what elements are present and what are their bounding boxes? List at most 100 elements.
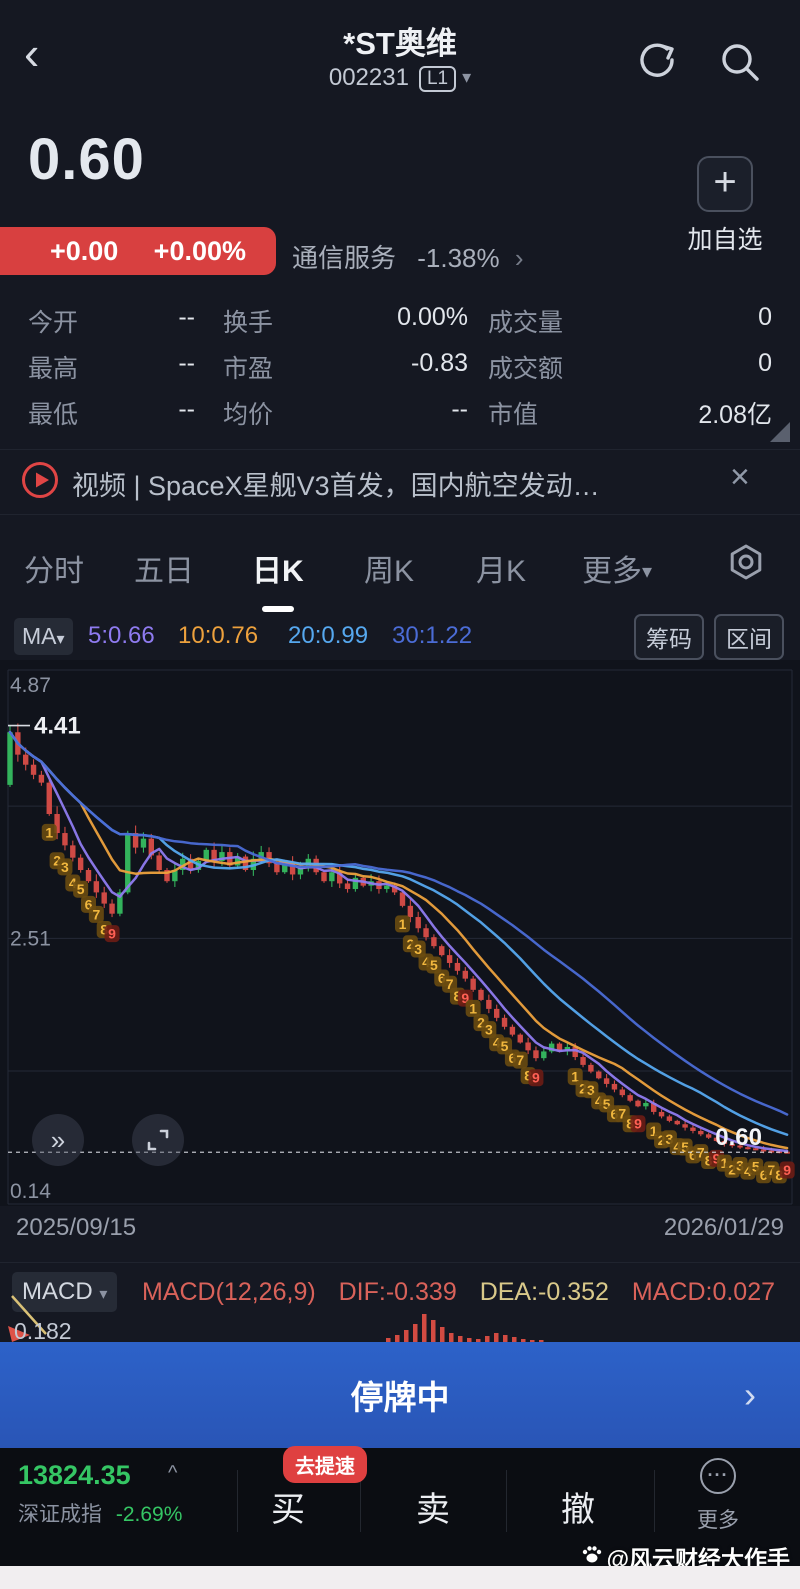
tab-monthly-k[interactable]: 月K [476,555,527,588]
fullscreen-button[interactable] [132,1114,184,1166]
svg-text:4: 4 [595,1093,603,1109]
svg-text:4: 4 [493,1035,501,1051]
tab-daily-k[interactable]: 日K [252,555,304,588]
svg-text:3: 3 [666,1131,674,1147]
stock-code-row[interactable]: 002231 L1 ▾ [0,64,800,92]
more-button-label[interactable]: 更多 [697,1509,739,1532]
bottom-strip [0,1566,800,1589]
svg-text:7: 7 [618,1106,626,1122]
suspended-banner[interactable]: 停牌中 [0,1342,800,1448]
buy-button[interactable]: 买 [271,1491,305,1529]
index-row[interactable]: 深证成指 -2.69% [18,1498,182,1528]
industry-link[interactable]: 通信服务 -1.38% › [292,238,524,275]
fast-forward-button[interactable]: » [32,1114,84,1166]
page-title: *ST奥维 [343,26,457,61]
speed-up-badge[interactable]: 去提速 [283,1446,367,1483]
refresh-icon[interactable] [634,38,682,86]
svg-text:8: 8 [100,922,108,938]
chevron-right-icon: › [744,1374,756,1415]
price-change-pct: +0.00% [153,235,246,266]
macd-section [0,1262,800,1343]
macd-dif: DIF:-0.339 [338,1278,457,1306]
index-value[interactable]: 13824.35 [18,1460,131,1490]
svg-text:9: 9 [108,926,116,942]
chart-start-date: 2025/09/15 [16,1214,137,1241]
price-change: +0.00 [50,235,119,266]
macd-formula: MACD(12,26,9) [142,1278,316,1306]
more-dots-icon[interactable]: ··· [700,1458,736,1494]
news-ticker[interactable]: 视频 | SpaceX星舰V3首发，国内航空发动… [72,471,600,501]
svg-text:8: 8 [626,1116,634,1132]
macd-histogram [0,1290,800,1347]
trade-bar [0,1448,800,1566]
tab-weekly-k[interactable]: 周K [364,555,415,588]
svg-text:9: 9 [532,1070,540,1086]
ma-selector[interactable]: MA▾ [14,618,73,655]
index-change: -2.69% [115,1503,183,1526]
divider [506,1470,507,1532]
svg-text:9: 9 [634,1116,642,1132]
svg-text:4: 4 [673,1139,681,1155]
svg-text:2: 2 [53,853,61,869]
stat-cell: 成交额 0 [488,349,772,383]
tab-5day[interactable]: 五日 [134,555,194,588]
svg-text:8: 8 [775,1167,783,1183]
search-icon[interactable] [716,38,764,86]
svg-text:4.87: 4.87 [10,674,51,697]
svg-text:7: 7 [92,906,100,922]
svg-text:2: 2 [579,1081,587,1097]
svg-text:3: 3 [61,859,69,875]
svg-text:7: 7 [697,1145,705,1161]
svg-text:0.60: 0.60 [715,1124,762,1151]
svg-text:1: 1 [469,1000,477,1016]
svg-text:6: 6 [85,896,93,912]
svg-text:3: 3 [736,1157,744,1173]
svg-text:9: 9 [783,1162,791,1178]
chevron-down-icon: ▾ [642,561,653,583]
stat-cell: 今开 -- [28,303,195,337]
svg-text:5: 5 [501,1038,509,1054]
svg-text:4: 4 [422,954,430,970]
svg-text:1: 1 [45,824,53,840]
back-button[interactable]: ‹ [24,27,40,79]
macd-selector[interactable]: MACD ▾ [12,1272,118,1312]
svg-text:6: 6 [509,1050,517,1066]
cancel-order-button[interactable]: 撤 [561,1491,595,1529]
chart-settings-icon[interactable] [726,542,766,582]
ma20-value: 20:0.99 [288,622,369,649]
svg-text:3: 3 [414,941,422,957]
chevron-right-icon: › [514,243,524,273]
svg-text:2: 2 [406,936,414,952]
macd-scale-label: 0.182 [14,1318,72,1344]
range-button[interactable]: 区间 [714,614,784,660]
svg-text:2.51: 2.51 [10,927,51,950]
add-watchlist-button[interactable]: + [697,156,753,212]
paw-icon [581,1543,603,1571]
svg-text:8: 8 [705,1153,713,1169]
sell-button[interactable]: 卖 [416,1491,450,1529]
svg-text:1: 1 [571,1069,579,1085]
svg-text:5: 5 [430,957,438,973]
tab-more[interactable]: 更多▾ [582,555,653,588]
expand-stats-handle[interactable] [770,422,790,442]
stat-cell: 均价 -- [223,395,468,429]
industry-change: -1.38% [417,243,500,273]
video-play-icon[interactable] [20,460,60,500]
caret-up-icon: ^ [168,1462,178,1484]
svg-text:6: 6 [760,1167,768,1183]
add-watchlist-label[interactable]: 加自选 [687,226,763,254]
industry-name: 通信服务 [292,243,397,273]
ma30-value: 30:1.22 [392,622,473,649]
svg-text:4.41: 4.41 [34,713,81,740]
macd-dea: DEA:-0.352 [479,1278,609,1306]
svg-text:1: 1 [720,1155,728,1171]
chips-distribution-button[interactable]: 筹码 [634,614,704,660]
svg-text:7: 7 [768,1162,776,1178]
stock-code: 002231 [328,64,409,91]
tab-timeline[interactable]: 分时 [24,555,84,588]
svg-text:5: 5 [752,1159,760,1175]
close-icon[interactable]: × [730,458,750,496]
svg-text:6: 6 [438,970,446,986]
